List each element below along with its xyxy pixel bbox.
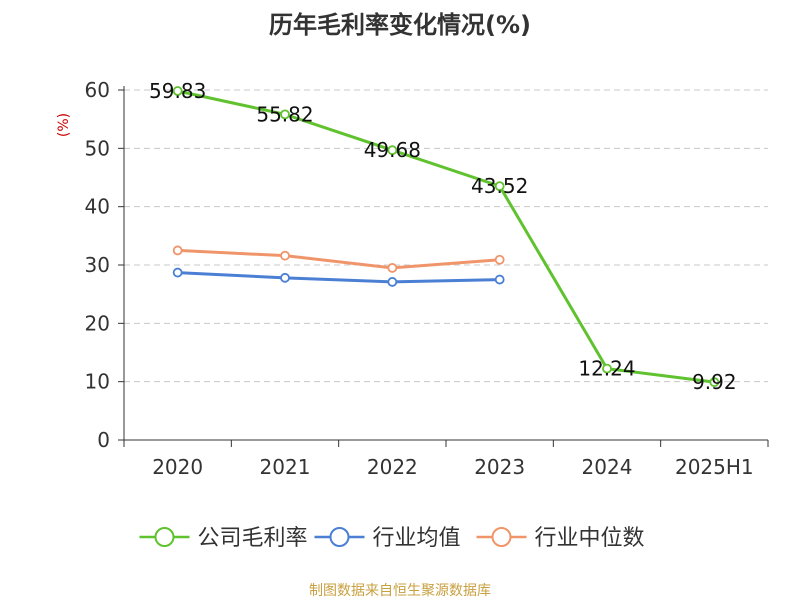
data-point bbox=[494, 274, 505, 285]
data-point bbox=[602, 363, 612, 374]
x-tick-label: 2023 bbox=[474, 455, 525, 479]
gridlines bbox=[124, 89, 768, 383]
axes: 0 10 20 30 40 50 60 2020 2021 2022 2023 2024 2025H1 bbox=[85, 78, 769, 479]
series-line-1 bbox=[177, 271, 500, 284]
x-tick-label: 2024 bbox=[582, 455, 633, 479]
legend: 公司毛利率 行业均值 行业中位数 bbox=[139, 526, 645, 551]
data-label: 55.82 bbox=[256, 102, 313, 126]
y-tick-label: 20 bbox=[85, 311, 110, 335]
x-tick-label: 2020 bbox=[152, 455, 203, 479]
data-point bbox=[709, 377, 720, 388]
data-label: 59.83 bbox=[149, 79, 206, 103]
legend-label: 行业中位数 bbox=[535, 526, 645, 551]
legend-marker bbox=[329, 527, 350, 547]
data-point bbox=[494, 254, 505, 265]
data-label: 9.92 bbox=[692, 370, 737, 394]
data-label: 43.52 bbox=[471, 174, 528, 198]
data-label: 49.68 bbox=[364, 138, 421, 162]
y-axis-unit-label: (%) bbox=[56, 113, 72, 137]
legend-marker bbox=[154, 527, 175, 547]
data-point bbox=[280, 272, 290, 283]
y-tick-label: 40 bbox=[85, 195, 110, 219]
y-tick-label: 10 bbox=[85, 370, 110, 394]
data-point bbox=[172, 267, 183, 278]
y-tick-label: 50 bbox=[85, 136, 110, 160]
chart-title: 历年毛利率变化情况(%) bbox=[269, 11, 531, 39]
data-point bbox=[172, 86, 183, 96]
data-point bbox=[280, 109, 290, 120]
legend-marker bbox=[491, 527, 512, 547]
data-point bbox=[387, 277, 398, 287]
y-tick-label: 0 bbox=[97, 428, 110, 452]
data-point bbox=[494, 181, 505, 192]
legend-label: 公司毛利率 bbox=[198, 526, 308, 551]
y-tick-label: 30 bbox=[85, 253, 110, 277]
x-tick-label: 2021 bbox=[260, 455, 311, 479]
legend-label: 行业均值 bbox=[373, 526, 461, 551]
data-point bbox=[387, 263, 398, 273]
series-lines bbox=[172, 86, 720, 388]
data-labels: 59.83 55.82 49.68 43.52 12.24 9.92 bbox=[149, 79, 737, 394]
x-tick-label: 2022 bbox=[367, 455, 418, 479]
y-tick-label: 60 bbox=[85, 78, 110, 102]
data-label: 12.24 bbox=[578, 357, 635, 381]
data-point bbox=[280, 250, 290, 261]
data-point bbox=[387, 145, 398, 156]
data-point bbox=[172, 245, 183, 256]
source-note: 制图数据来自恒生聚源数据库 bbox=[309, 583, 491, 599]
series-line-2 bbox=[177, 248, 500, 270]
series-line-0 bbox=[177, 89, 715, 384]
x-tick-label: 2025H1 bbox=[675, 455, 754, 479]
